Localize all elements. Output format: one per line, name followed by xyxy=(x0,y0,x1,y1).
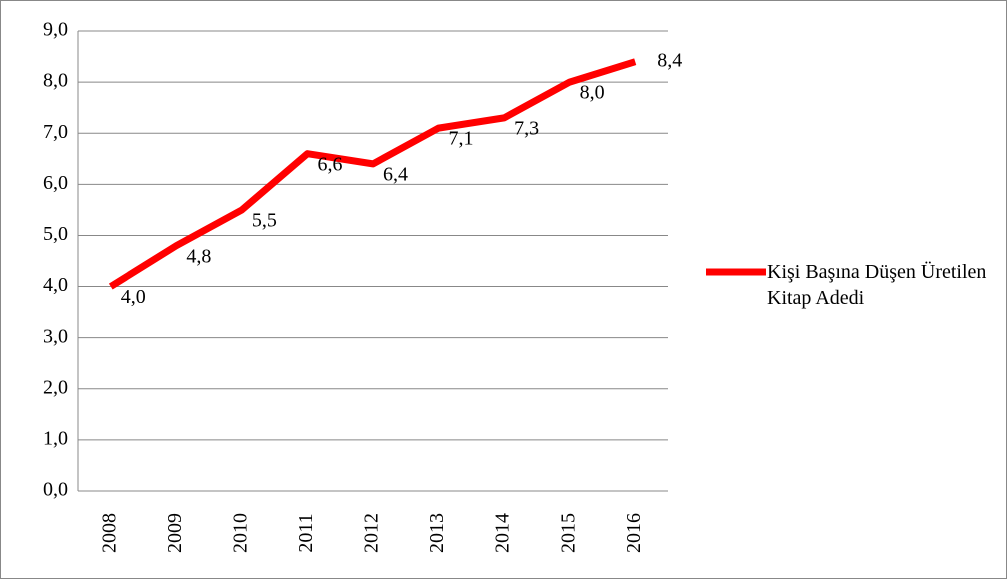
legend-label: Kişi Başına Düşen Üretilen Kitap Adedi xyxy=(767,261,987,309)
y-tick-label: 1,0 xyxy=(43,427,68,449)
data-label: 4,8 xyxy=(186,245,211,267)
x-tick-label: 2009 xyxy=(164,513,186,553)
data-line xyxy=(108,58,637,290)
y-tick-label: 0,0 xyxy=(43,479,68,501)
x-tick-label: 2015 xyxy=(557,513,579,553)
data-label: 8,4 xyxy=(657,49,682,71)
x-tick-label: 2012 xyxy=(361,513,383,553)
data-label: 4,0 xyxy=(121,286,146,308)
y-tick-label: 8,0 xyxy=(43,70,68,92)
y-tick-label: 5,0 xyxy=(43,223,68,245)
x-tick-label: 2010 xyxy=(229,513,251,553)
y-tick-label: 7,0 xyxy=(43,121,68,143)
data-label: 7,3 xyxy=(514,117,539,139)
y-tick-label: 6,0 xyxy=(43,172,68,194)
y-tick-label: 4,0 xyxy=(43,274,68,296)
y-tick-label: 3,0 xyxy=(43,325,68,347)
data-label: 6,6 xyxy=(317,153,342,175)
x-tick-label: 2014 xyxy=(492,513,514,553)
data-label: 6,4 xyxy=(383,163,408,185)
x-tick-label: 2008 xyxy=(98,513,120,553)
data-label: 5,5 xyxy=(252,209,277,231)
x-tick-label: 2011 xyxy=(295,513,317,552)
data-label: 8,0 xyxy=(580,82,605,104)
data-label: 7,1 xyxy=(449,128,474,150)
x-tick-label: 2016 xyxy=(623,513,645,553)
x-tick-label: 2013 xyxy=(426,513,448,553)
y-tick-label: 2,0 xyxy=(43,376,68,398)
y-tick-label: 9,0 xyxy=(43,19,68,41)
